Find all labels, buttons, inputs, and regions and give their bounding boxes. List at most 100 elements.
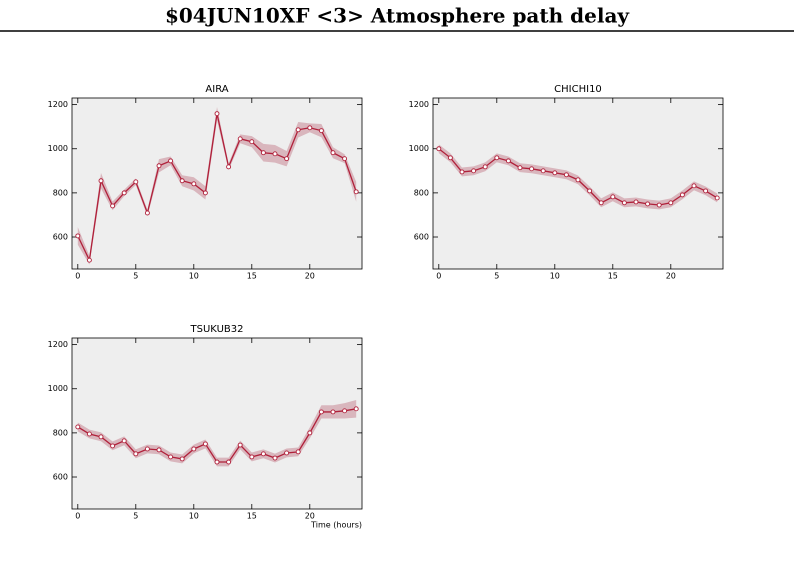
- data-point: [330, 150, 336, 156]
- data-point: [98, 178, 104, 184]
- data-point: [353, 406, 359, 412]
- data-point: [133, 179, 139, 185]
- x-tick-label: 15: [608, 272, 618, 281]
- data-point: [202, 190, 208, 196]
- data-point: [529, 166, 535, 172]
- data-point: [179, 456, 185, 462]
- data-point: [563, 172, 569, 178]
- data-point: [318, 128, 324, 134]
- data-point: [540, 168, 546, 174]
- y-tick-label: 600: [53, 233, 68, 242]
- data-point: [237, 136, 243, 142]
- y-tick-label: 1200: [48, 100, 68, 109]
- data-point: [471, 168, 477, 174]
- data-point: [191, 181, 197, 187]
- y-tick-label: 800: [414, 188, 429, 197]
- y-tick-label: 600: [414, 233, 429, 242]
- x-tick-label: 0: [75, 512, 80, 521]
- x-tick-label: 0: [75, 272, 80, 281]
- data-point: [168, 158, 174, 164]
- panel-title: TSUKUB32: [190, 324, 244, 335]
- data-point: [552, 170, 558, 176]
- error-band: [77, 107, 357, 265]
- data-point: [307, 430, 313, 436]
- x-tick-label: 20: [666, 272, 676, 281]
- data-point: [598, 200, 604, 206]
- data-point: [75, 424, 81, 430]
- data-point: [133, 451, 139, 457]
- data-point: [86, 257, 92, 263]
- data-point: [295, 449, 301, 455]
- y-tick-label: 600: [53, 473, 68, 482]
- data-point: [191, 446, 197, 452]
- y-tick-label: 800: [53, 188, 68, 197]
- data-point: [75, 233, 81, 239]
- data-point: [494, 155, 500, 161]
- data-point: [226, 164, 232, 170]
- y-tick-label: 1000: [48, 384, 68, 393]
- data-point: [144, 446, 150, 452]
- data-point: [587, 188, 593, 194]
- data-point: [645, 201, 651, 207]
- data-point: [202, 441, 208, 447]
- data-point: [353, 189, 359, 195]
- x-tick-label: 20: [305, 512, 315, 521]
- data-point: [214, 111, 220, 117]
- data-point: [505, 158, 511, 164]
- data-point: [318, 409, 324, 415]
- data-point: [86, 431, 92, 437]
- data-point: [121, 438, 127, 444]
- data-point: [237, 442, 243, 448]
- data-point: [575, 177, 581, 183]
- data-point: [249, 139, 255, 145]
- data-point: [179, 178, 185, 184]
- x-tick-label: 10: [550, 272, 560, 281]
- data-point: [110, 203, 116, 209]
- data-point: [679, 192, 685, 198]
- data-point: [342, 156, 348, 162]
- data-point: [668, 200, 674, 206]
- y-tick-label: 800: [53, 428, 68, 437]
- x-tick-label: 5: [133, 272, 138, 281]
- x-axis-label: Time (hours): [310, 521, 362, 530]
- data-point: [714, 195, 720, 201]
- y-tick-label: 1000: [409, 144, 429, 153]
- data-point: [249, 454, 255, 460]
- data-point: [307, 125, 313, 131]
- page-title: $04JUN10XF <3> Atmosphere path delay: [165, 4, 630, 28]
- data-point: [482, 164, 488, 170]
- data-point: [156, 163, 162, 169]
- x-tick-label: 15: [247, 512, 257, 521]
- data-point: [284, 450, 290, 456]
- data-point: [295, 127, 301, 133]
- data-point: [610, 194, 616, 200]
- data-point: [691, 183, 697, 189]
- data-point: [272, 151, 278, 157]
- data-point: [260, 451, 266, 457]
- x-tick-label: 0: [436, 272, 441, 281]
- data-point: [703, 188, 709, 194]
- data-point: [110, 443, 116, 449]
- data-point: [144, 210, 150, 216]
- data-point: [272, 455, 278, 461]
- data-point: [330, 409, 336, 415]
- y-tick-label: 1000: [48, 144, 68, 153]
- x-tick-label: 5: [494, 272, 499, 281]
- data-point: [226, 459, 232, 465]
- data-point: [436, 146, 442, 152]
- data-point: [121, 190, 127, 196]
- data-point: [517, 165, 523, 171]
- data-point: [656, 202, 662, 208]
- x-tick-label: 5: [133, 512, 138, 521]
- y-tick-label: 1200: [409, 100, 429, 109]
- data-point: [156, 447, 162, 453]
- x-tick-label: 15: [247, 272, 257, 281]
- plot-area: [71, 97, 363, 270]
- panel-title: CHICHI10: [554, 84, 602, 95]
- data-point: [260, 150, 266, 156]
- plot-area: [71, 337, 363, 510]
- y-tick-label: 1200: [48, 340, 68, 349]
- data-point: [459, 169, 465, 175]
